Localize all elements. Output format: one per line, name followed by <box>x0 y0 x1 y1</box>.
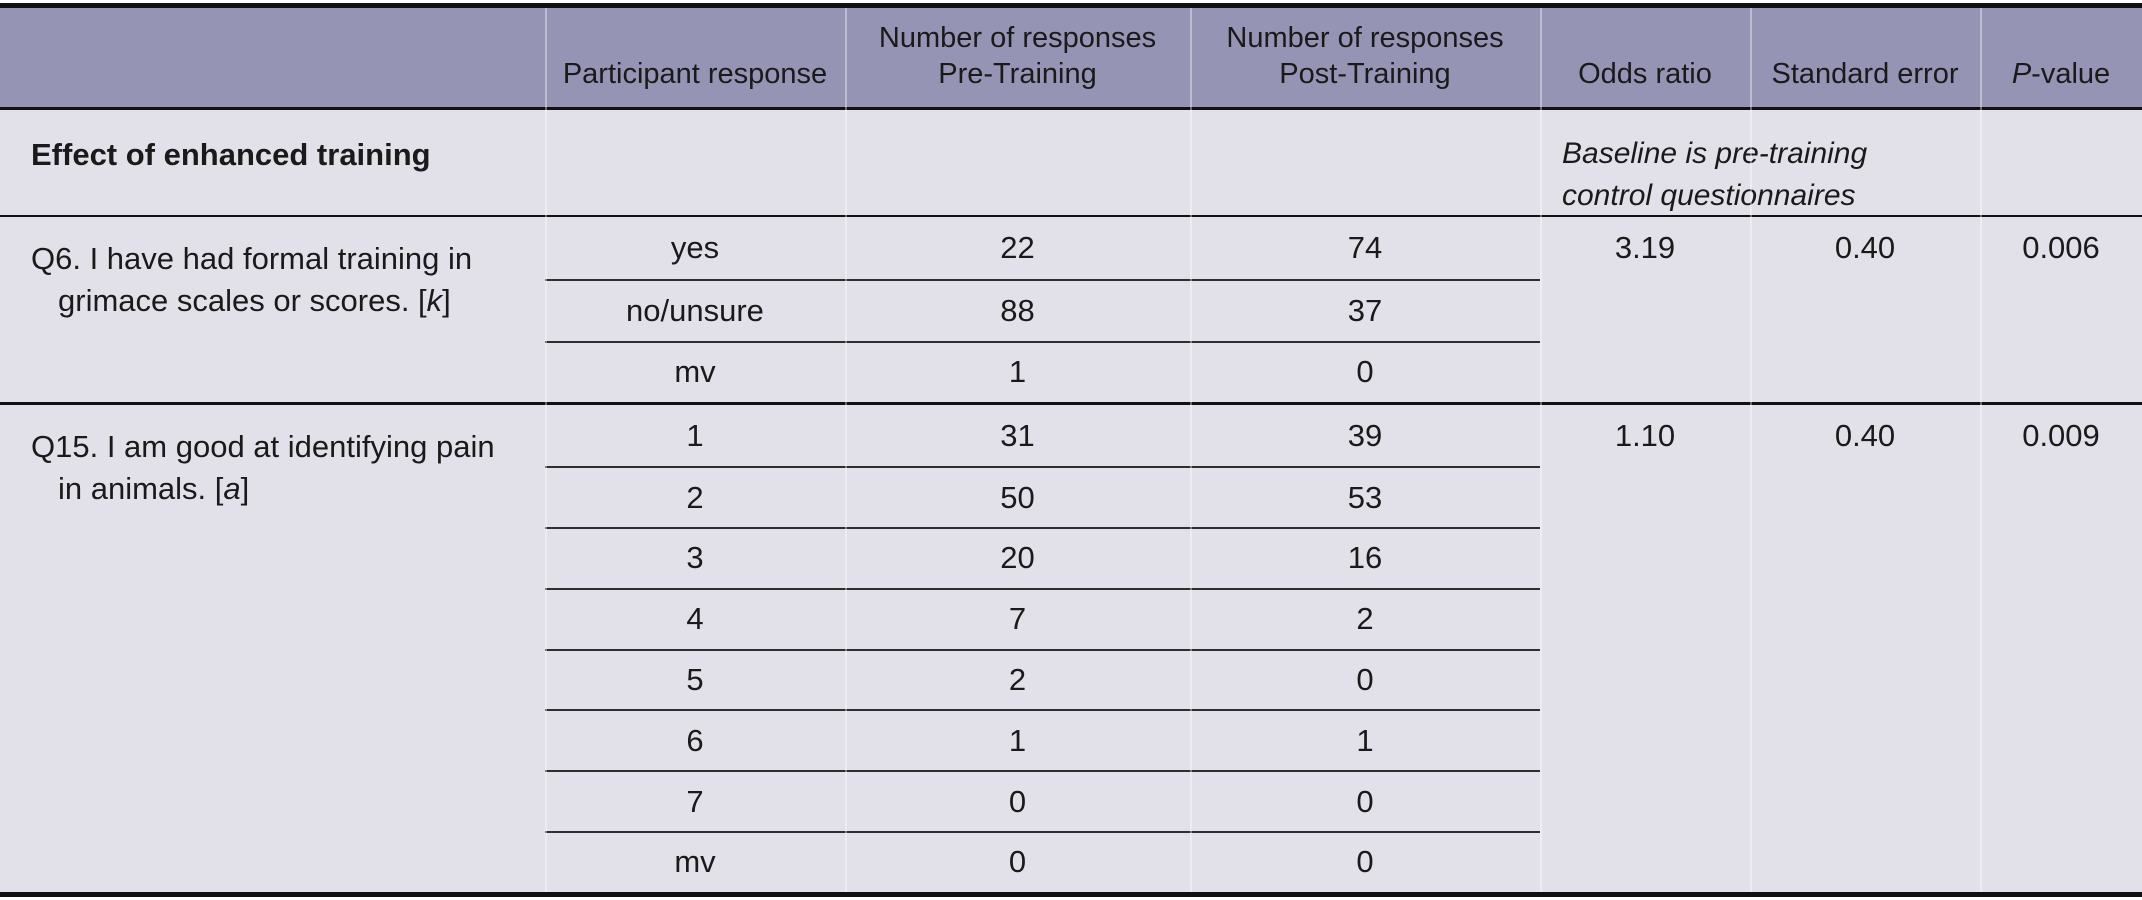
q15-row-pre: 20 <box>845 526 1190 588</box>
baseline-note-line2: control questionnaires <box>1562 179 1856 212</box>
q6-row-pre: 22 <box>1000 229 1035 265</box>
q15-row-post: 53 <box>1190 466 1540 527</box>
header-post-line2: Post-Training <box>1279 58 1451 90</box>
q15-row-pre: 1 <box>845 709 1190 770</box>
q15-row-response: 4 <box>545 587 845 649</box>
table-header-row: Participant response Number of responses… <box>0 8 2142 110</box>
header-odds-label: Odds ratio <box>1578 58 1712 90</box>
table-bottom-rule <box>0 891 2142 897</box>
header-p-value: P-value <box>1980 8 2142 107</box>
table-top-rule <box>0 3 2142 8</box>
header-post-line1: Number of responses <box>1226 22 1504 54</box>
q15-row-post: 2 <box>1190 587 1540 649</box>
q6-p-value: 0.006 <box>2022 229 2100 265</box>
statistics-table: Participant response Number of responses… <box>0 3 2142 897</box>
q15-row-pre: 50 <box>845 466 1190 527</box>
q15-row-pre: 31 <box>1000 417 1035 453</box>
q15-row-post: 1 <box>1190 709 1540 770</box>
header-stderr-label: Standard error <box>1771 58 1959 90</box>
q15-block: Q15. I am good at identifying pain in an… <box>0 405 2142 891</box>
header-question-column <box>0 8 545 107</box>
q15-row-post: 39 <box>1347 417 1383 453</box>
q15-row-post: 16 <box>1190 526 1540 588</box>
header-pre-training: Number of responses Pre-Training <box>845 8 1190 107</box>
q6-row-pre: 1 <box>845 340 1190 403</box>
q6-row-post: 37 <box>1190 278 1540 341</box>
q15-row-post: 0 <box>1190 830 1540 892</box>
q15-odds-ratio: 1.10 <box>1614 417 1676 453</box>
q15-row-pre: 7 <box>845 587 1190 649</box>
header-p-label: P-value <box>2011 58 2111 90</box>
q6-row-post: 0 <box>1190 340 1540 403</box>
header-participant-response: Participant response <box>545 8 845 107</box>
q6-row-pre: 88 <box>845 278 1190 341</box>
q15-question-line1: Q15. I am good at identifying pain <box>31 429 495 465</box>
header-standard-error: Standard error <box>1750 8 1980 107</box>
section-row: Effect of enhanced training Baseline is … <box>0 110 2142 217</box>
header-participant-label: Participant response <box>562 58 828 90</box>
q15-row-response: 6 <box>545 709 845 770</box>
q15-row-response: 1 <box>686 417 704 453</box>
q15-question: Q15. I am good at identifying pain in an… <box>0 405 545 891</box>
baseline-note: Baseline is pre-training control questio… <box>1540 110 2142 217</box>
q6-question: Q6. I have had formal training in grimac… <box>0 217 545 402</box>
q6-question-line1: Q6. I have had formal training in <box>31 241 473 276</box>
table-body: Effect of enhanced training Baseline is … <box>0 110 2142 892</box>
q6-question-line2: grimace scales or scores. [k] <box>58 283 451 318</box>
q6-standard-error: 0.40 <box>1834 229 1896 265</box>
q15-question-line2: in animals. [a] <box>58 471 250 507</box>
q15-row-response: 5 <box>545 648 845 710</box>
header-pre-line2: Pre-Training <box>938 58 1097 90</box>
q15-row-pre: 0 <box>845 770 1190 831</box>
q15-row-post: 0 <box>1190 648 1540 710</box>
header-odds-ratio: Odds ratio <box>1540 8 1750 107</box>
header-post-training: Number of responses Post-Training <box>1190 8 1540 107</box>
q6-row-response: no/unsure <box>545 278 845 341</box>
q15-row-post: 0 <box>1190 770 1540 831</box>
q6-row-response: mv <box>545 340 845 403</box>
q15-p-value: 0.009 <box>2022 417 2100 453</box>
q15-row-response: 7 <box>545 770 845 831</box>
q15-row-pre: 2 <box>845 648 1190 710</box>
baseline-note-line1: Baseline is pre-training <box>1562 137 1868 170</box>
q6-odds-ratio: 3.19 <box>1614 229 1676 265</box>
section-title: Effect of enhanced training <box>31 137 431 172</box>
q6-block: Q6. I have had formal training in grimac… <box>0 217 2142 406</box>
q6-row-post: 74 <box>1347 229 1383 265</box>
q15-row-response: 3 <box>545 526 845 588</box>
header-pre-line1: Number of responses <box>878 22 1157 54</box>
q6-row-response: yes <box>670 229 720 265</box>
q15-standard-error: 0.40 <box>1834 417 1896 453</box>
q15-row-response: mv <box>545 830 845 892</box>
q15-row-pre: 0 <box>845 830 1190 892</box>
q15-row-response: 2 <box>545 466 845 527</box>
